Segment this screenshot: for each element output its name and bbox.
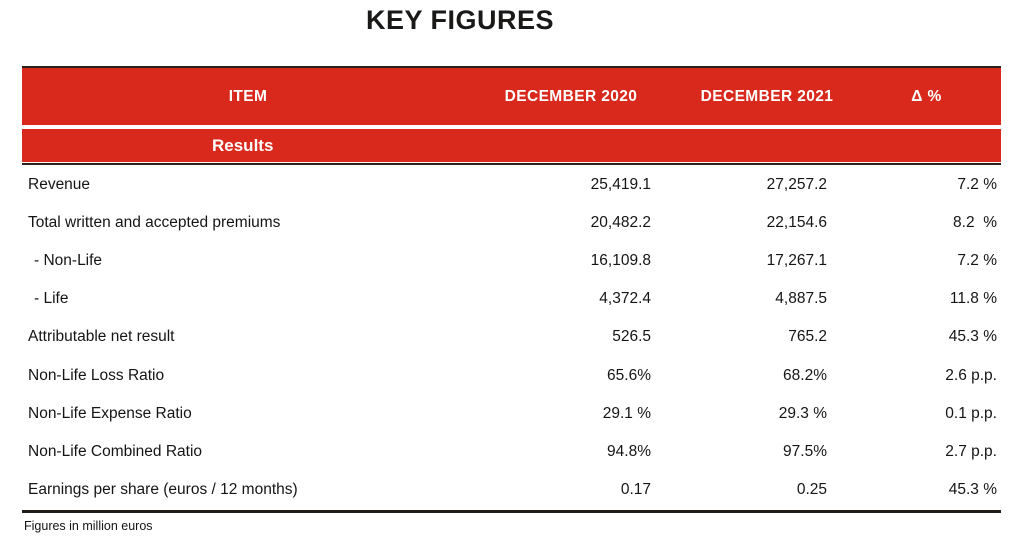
row-value: 0.17 <box>620 480 651 498</box>
table-row: - Non-Life 16,109.8 17,267.1 7.2 % <box>22 242 1001 280</box>
table-body: Revenue 25,419.1 27,257.2 7.2 % Total writte… <box>22 165 1001 509</box>
row-value: 8.2 % <box>953 214 997 232</box>
row-value: 11.8 % <box>949 290 997 308</box>
row-value: 7.2 % <box>957 176 997 194</box>
table-row: Attributable net result 526.5 765.2 45.3 % <box>22 318 1001 356</box>
header-section-gap <box>22 125 1001 129</box>
table-row: Non-Life Combined Ratio 94.8% 97.5% 2.7 p.p… <box>22 433 1001 471</box>
row-value: 526.5 <box>612 328 651 346</box>
row-value: 25,419.1 <box>590 176 651 194</box>
row-value: 4,887.5 <box>775 290 827 308</box>
row-item-label: Revenue <box>28 176 91 194</box>
row-item-label: - Non-Life <box>34 252 103 270</box>
row-item-label: Total written and accepted premiums <box>28 214 281 232</box>
column-header-dec2020: DECEMBER 2020 <box>504 87 638 105</box>
row-value: 29.3 % <box>778 404 827 422</box>
table-row: Revenue 25,419.1 27,257.2 7.2 % <box>22 166 1001 204</box>
column-header-item: ITEM <box>228 87 268 105</box>
row-value: 16,109.8 <box>590 252 651 270</box>
row-value: 27,257.2 <box>766 176 827 194</box>
row-value: 17,267.1 <box>766 252 827 270</box>
row-item-label: - Life <box>34 290 69 308</box>
page-title: KEY FIGURES <box>365 5 555 35</box>
row-value: 97.5% <box>783 442 827 460</box>
column-header-delta: Δ % <box>911 87 942 105</box>
row-item-label: Non-Life Expense Ratio <box>28 404 192 422</box>
section-header-results: Results <box>22 129 1001 162</box>
row-value: 7.2 % <box>957 252 997 270</box>
row-item-label: Non-Life Loss Ratio <box>28 366 165 384</box>
row-value: 4,372.4 <box>599 290 651 308</box>
row-value: 29.1 % <box>602 404 651 422</box>
section-bottom-rule <box>22 163 1001 165</box>
table-footnote: Figures in million euros <box>24 518 153 533</box>
table-row: Earnings per share (euros / 12 months) 0.… <box>22 471 1001 509</box>
row-value: 20,482.2 <box>590 214 651 232</box>
table-row: - Life 4,372.4 4,887.5 11.8 % <box>22 280 1001 318</box>
section-header-label: Results <box>212 135 274 155</box>
row-item-label: Non-Life Combined Ratio <box>28 442 203 460</box>
row-value: 2.6 p.p. <box>945 366 997 384</box>
table-top-rule <box>22 66 1001 68</box>
row-value: 45.3 % <box>948 480 997 498</box>
row-value: 0.1 p.p. <box>945 404 997 422</box>
table-bottom-rule <box>22 509 1001 513</box>
column-header-dec2021: DECEMBER 2021 <box>700 87 834 105</box>
table-header-row: ITEM DECEMBER 2020 DECEMBER 2021 Δ % <box>22 68 1001 125</box>
row-value: 2.7 p.p. <box>945 442 997 460</box>
row-item-label: Attributable net result <box>28 328 175 346</box>
table-row: Non-Life Expense Ratio 29.1 % 29.3 % 0.1 p.… <box>22 395 1001 433</box>
row-value: 94.8% <box>607 442 651 460</box>
row-item-label: Earnings per share (euros / 12 months) <box>28 480 298 498</box>
row-value: 22,154.6 <box>766 214 827 232</box>
row-value: 765.2 <box>788 328 827 346</box>
row-value: 65.6% <box>607 366 651 384</box>
table-row: Non-Life Loss Ratio 65.6% 68.2% 2.6 p.p. <box>22 356 1001 394</box>
table-row: Total written and accepted premiums 20,48… <box>22 204 1001 242</box>
row-value: 68.2% <box>783 366 827 384</box>
row-value: 0.25 <box>796 480 827 498</box>
row-value: 45.3 % <box>948 328 997 346</box>
key-figures-table: ITEM DECEMBER 2020 DECEMBER 2021 Δ % Res… <box>22 66 1001 533</box>
